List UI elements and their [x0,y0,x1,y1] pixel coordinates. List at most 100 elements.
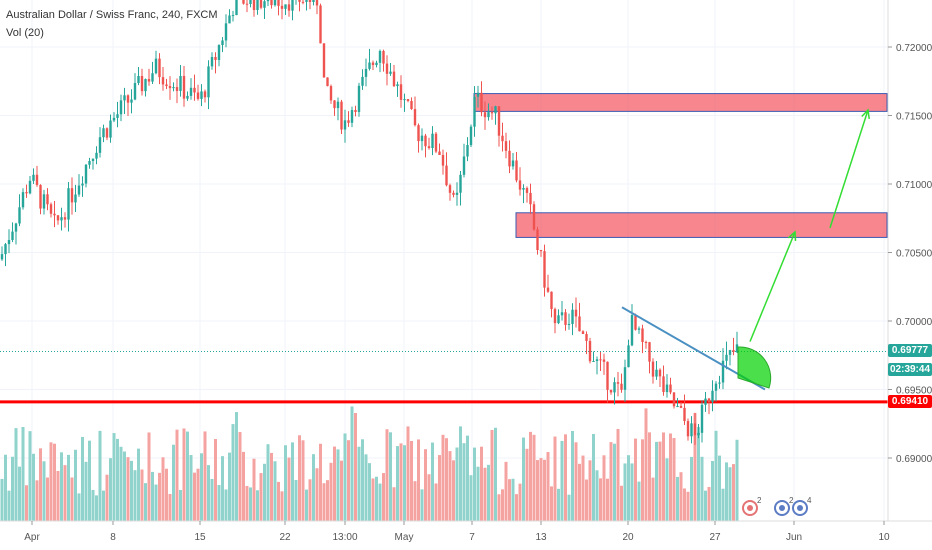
volume-bar [725,462,728,521]
volume-bar [74,449,77,521]
candle-body [396,84,399,87]
volume-bar [60,452,63,521]
volume-bar [707,486,711,521]
projection-arrows[interactable] [749,108,870,342]
projection-arrow-line[interactable] [829,109,869,229]
volume-bar [728,467,732,521]
volume-bar [228,452,231,521]
volume-bar [553,436,557,521]
candle-body [585,333,588,341]
candle-body [553,309,557,324]
candle-body [217,45,221,60]
volume-bar [578,463,581,521]
candle-body [679,405,683,408]
volume-bar [88,440,91,521]
volume-bar [0,478,4,521]
event-markers[interactable]: 2 2 4 [742,496,812,516]
price-tick-label: 0.71000 [896,180,932,191]
time-tick-label: 27 [709,532,721,543]
candle-body [641,328,644,343]
volume-bar [427,474,431,521]
volume-bar [77,493,81,521]
volume-bar [564,434,567,521]
volume-bar [46,477,49,521]
volume-bar [186,431,189,521]
volume-bar [18,466,21,521]
volume-bar [385,429,389,521]
resistance-zones[interactable] [473,93,888,238]
price-axis[interactable]: 0.72000 0.71500 0.71000 0.70500 0.70000 0.695… [888,43,932,465]
projection-arrow-head[interactable] [787,230,797,241]
volume-bar [420,489,424,521]
time-axis[interactable]: Apr 8 15 22 13:00 May 7 13 20 27 Jun 10 [24,521,890,543]
volume-bar [676,476,679,521]
resistance-zone-1[interactable] [473,93,888,112]
volume-bar [298,435,301,521]
candle-body [0,254,4,260]
candle-body [690,423,693,437]
projection-arrow-line[interactable] [749,231,796,342]
volume-bar [588,460,592,521]
volume-bar [606,478,609,521]
time-tick-label: 22 [279,532,291,543]
volume-bar [207,465,210,521]
candle-body [564,312,567,325]
candle-body [627,345,630,368]
volume-bar [112,433,116,521]
volume-bar [347,440,350,521]
volume-bar [529,431,532,521]
candle-body [291,0,294,11]
candle-body [410,100,413,110]
volume-bar [501,489,504,521]
symbol-title[interactable]: Australian Dollar / Swiss Franc, 240, FX… [6,9,218,21]
volume-title[interactable]: Vol (20) [6,27,44,39]
candle-body [550,291,553,310]
candle-body [312,0,315,3]
volume-bar [441,434,445,521]
current-price-label: 0.69777 [888,344,932,357]
candle-body [301,1,305,3]
volume-bar [39,448,42,521]
volume-bar [697,427,700,521]
candle-body [168,86,172,89]
breakout-arc-marker[interactable] [737,346,772,389]
volume-bar [424,449,427,521]
candle-body [158,58,161,78]
candle-body [511,160,515,167]
volume-bar [357,446,361,521]
candle-body [336,101,340,109]
volume-bar [462,443,466,521]
volume-bar [417,439,420,521]
candle-body [32,174,35,181]
volume-bar [32,453,35,521]
candle-body [676,405,679,407]
volume-bar [623,463,627,521]
projection-arrow-head[interactable] [861,108,870,120]
volume-bar [368,463,371,521]
candle-body [18,207,21,224]
volume-bar [487,464,490,521]
candle-body [224,23,228,41]
candle-body [413,109,417,126]
candle-body [403,99,406,101]
candle-body [277,0,280,6]
candle-body [98,137,102,153]
candle-body [245,3,249,5]
volume-bar [147,432,151,521]
candle-body [606,361,609,390]
candle-body [704,398,707,405]
resistance-zone-2[interactable] [515,212,888,238]
candle-body [329,86,333,101]
candlesticks [0,0,739,445]
volume-bar [641,439,644,521]
volume-bar [168,493,172,521]
volume-bar [634,438,637,521]
volume-bar [322,483,326,521]
candle-body [280,5,284,9]
candle-body [256,0,259,10]
volume-bar [627,455,630,521]
candle-body [616,382,620,384]
candle-body [270,0,273,6]
volume-bar [119,446,123,521]
